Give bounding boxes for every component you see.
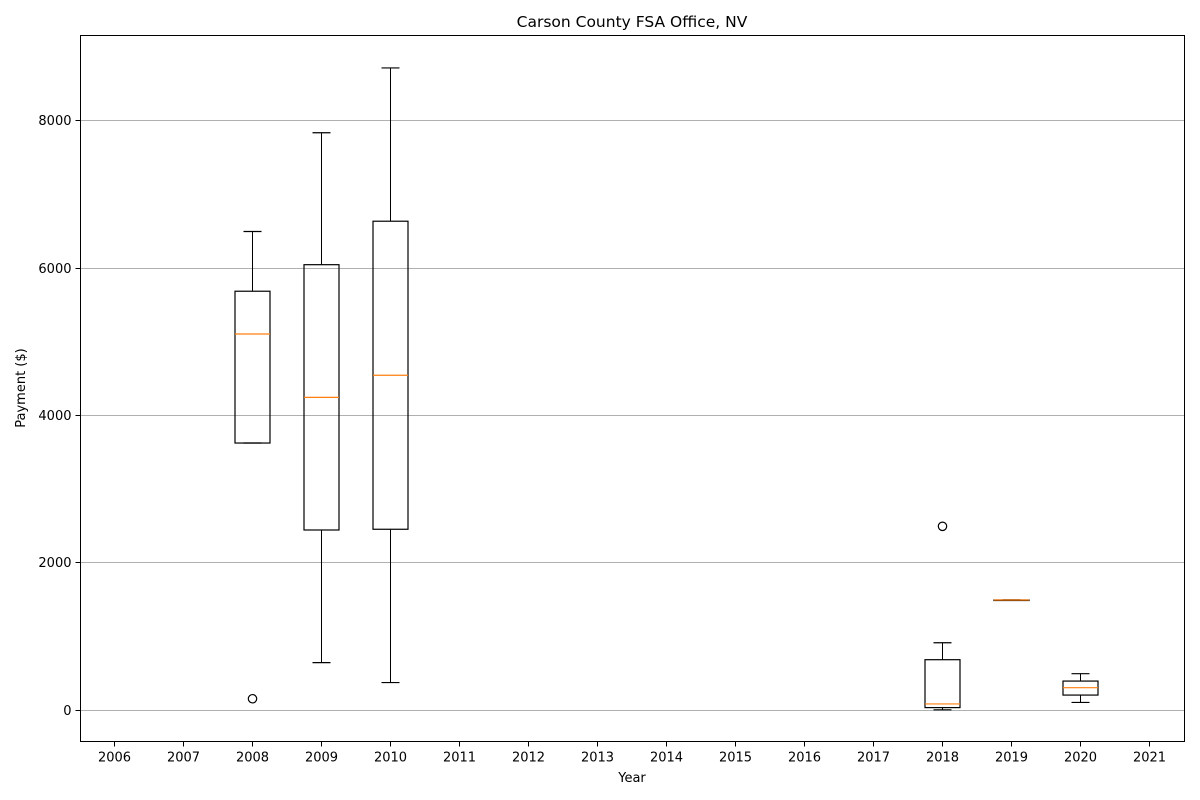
grid-layer [80, 120, 1185, 711]
box-2009 [303, 132, 340, 664]
x-tick-label: 2010 [374, 751, 407, 766]
x-tick-label: 2009 [305, 751, 338, 766]
y-tick-label: 4000 [38, 409, 71, 424]
x-tick-label: 2007 [167, 751, 200, 766]
box-rect [924, 659, 961, 709]
x-tick-label: 2018 [926, 751, 959, 766]
x-tick-label: 2020 [1064, 751, 1097, 766]
chart-title: Carson County FSA Office, NV [517, 13, 748, 31]
x-tick-label: 2015 [719, 751, 752, 766]
x-tick-label: 2019 [995, 751, 1028, 766]
box-2018 [924, 521, 961, 711]
y-axis-label: Payment ($) [14, 348, 29, 427]
outlier-point [247, 693, 258, 704]
y-tick-label: 8000 [38, 114, 71, 129]
x-axis-label: Year [617, 771, 646, 786]
outlier-point [937, 521, 948, 532]
x-axis: 2006 2007 2008 2009 2010 2011 2012 2013 2014 2015… [98, 741, 1166, 766]
x-tick-label: 2017 [857, 751, 890, 766]
x-tick-label: 2006 [98, 751, 131, 766]
box-2019 [993, 599, 1030, 602]
y-tick-label: 6000 [38, 262, 71, 277]
box-layer [234, 67, 1099, 711]
x-tick-label: 2008 [236, 751, 269, 766]
box-2008 [234, 230, 271, 704]
box-2010 [372, 67, 409, 684]
y-axis: 0 2000 4000 6000 8000 [38, 114, 81, 719]
x-tick-label: 2021 [1133, 751, 1166, 766]
y-tick-label: 0 [63, 704, 71, 719]
x-tick-label: 2016 [788, 751, 821, 766]
x-tick-label: 2014 [650, 751, 683, 766]
x-tick-label: 2012 [512, 751, 545, 766]
x-tick-label: 2011 [443, 751, 476, 766]
y-tick-label: 2000 [38, 556, 71, 571]
box-rect [234, 290, 271, 444]
plot-frame [80, 35, 1185, 742]
x-tick-label: 2013 [581, 751, 614, 766]
box-2020 [1062, 673, 1099, 704]
